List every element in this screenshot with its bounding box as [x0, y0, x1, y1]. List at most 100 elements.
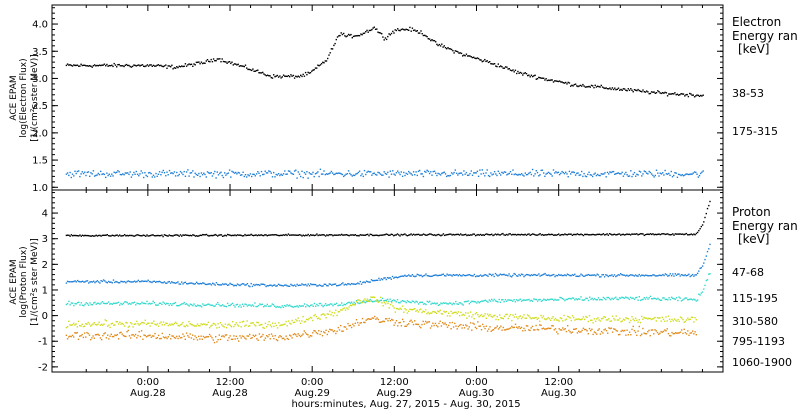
data-point — [491, 329, 494, 331]
data-point — [255, 69, 258, 72]
data-point — [634, 331, 637, 334]
data-point — [604, 87, 606, 90]
data-point — [227, 61, 229, 63]
data-point — [238, 172, 241, 174]
data-point — [431, 325, 433, 327]
data-point — [638, 170, 641, 172]
data-point — [577, 85, 579, 88]
data-point — [627, 88, 629, 90]
data-point — [370, 29, 372, 32]
data-point — [174, 337, 177, 339]
data-point — [365, 31, 367, 33]
data-point — [672, 297, 674, 299]
data-point — [365, 234, 368, 236]
data-point — [474, 301, 477, 303]
data-point — [160, 64, 162, 67]
data-point — [332, 235, 334, 237]
data-point — [185, 332, 188, 334]
data-point — [235, 335, 237, 337]
data-point — [528, 172, 530, 174]
data-point — [492, 234, 494, 237]
data-point — [417, 274, 420, 276]
data-point — [109, 235, 111, 237]
data-point — [264, 284, 266, 286]
data-point — [642, 327, 644, 330]
data-point — [356, 172, 358, 175]
data-point — [347, 308, 349, 310]
data-point — [535, 316, 537, 319]
data-point — [410, 30, 412, 32]
data-point — [339, 234, 342, 236]
data-point — [365, 301, 368, 303]
data-point — [472, 322, 474, 324]
data-point — [460, 274, 462, 277]
data-point — [660, 320, 662, 322]
data-point — [339, 284, 342, 286]
data-point — [200, 306, 203, 308]
data-point — [446, 303, 448, 305]
data-point — [581, 299, 583, 301]
data-point — [298, 284, 301, 286]
data-point — [189, 282, 192, 284]
data-point — [507, 234, 509, 236]
data-point — [138, 64, 140, 66]
data-point — [411, 274, 414, 276]
data-point — [545, 318, 547, 321]
data-point — [259, 284, 261, 287]
data-point — [142, 280, 144, 283]
data-point — [226, 233, 229, 236]
data-point — [464, 55, 466, 57]
data-point — [608, 297, 611, 300]
data-point — [172, 335, 174, 337]
data-point — [103, 63, 106, 65]
data-point — [524, 299, 526, 301]
data-point — [465, 171, 468, 174]
data-point — [65, 234, 68, 237]
data-point — [297, 306, 299, 308]
proton-data-points — [65, 200, 711, 344]
data-point — [140, 235, 142, 237]
data-point — [90, 235, 92, 237]
data-point — [647, 275, 649, 277]
data-point — [244, 337, 246, 339]
data-point — [636, 334, 638, 336]
data-point — [680, 274, 683, 276]
data-point — [306, 318, 308, 321]
data-point — [412, 171, 415, 173]
data-point — [622, 233, 624, 235]
data-point — [358, 235, 360, 237]
data-point — [483, 299, 485, 302]
data-point — [218, 334, 220, 336]
data-point — [603, 276, 606, 278]
data-point — [249, 304, 251, 306]
data-point — [519, 315, 521, 317]
data-point — [355, 173, 357, 175]
data-point — [484, 233, 487, 236]
data-point — [115, 280, 117, 283]
data-point — [251, 304, 254, 306]
data-point — [659, 274, 662, 277]
data-point — [249, 69, 252, 71]
data-point — [503, 301, 505, 303]
data-point — [312, 69, 314, 71]
data-point — [693, 96, 696, 98]
data-point — [75, 332, 77, 334]
data-point — [234, 284, 236, 286]
data-point — [148, 302, 151, 305]
data-point — [193, 303, 195, 305]
data-point — [209, 172, 211, 175]
data-point — [203, 282, 205, 284]
data-point — [567, 325, 569, 327]
data-point — [306, 171, 308, 173]
data-point — [518, 72, 520, 74]
data-point — [589, 174, 591, 176]
data-point — [556, 80, 558, 82]
data-point — [162, 321, 165, 323]
data-point — [355, 283, 358, 285]
data-point — [109, 65, 112, 67]
data-point — [197, 282, 199, 285]
data-point — [575, 328, 577, 330]
data-point — [454, 50, 456, 52]
data-point — [485, 60, 487, 63]
data-point — [457, 275, 459, 277]
